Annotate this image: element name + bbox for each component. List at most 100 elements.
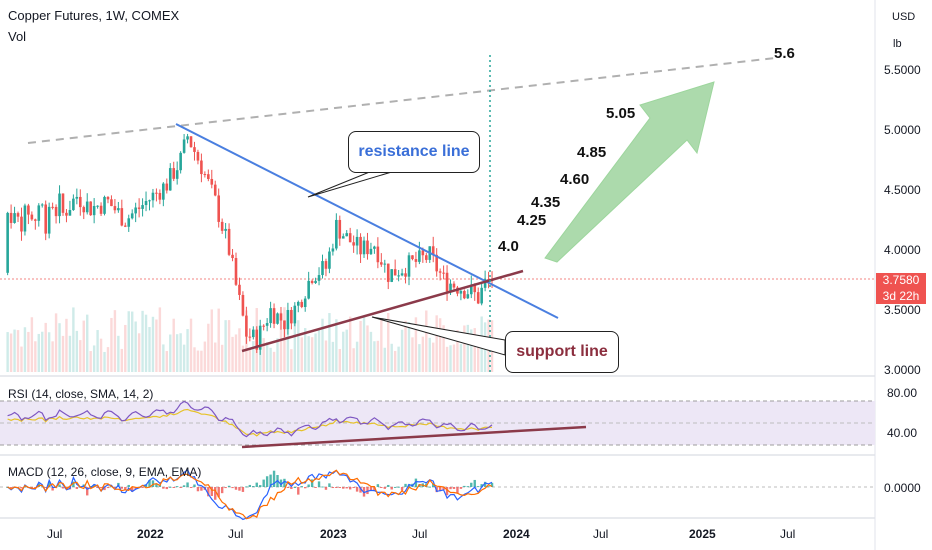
volume-bar	[30, 317, 34, 372]
volume-bar	[400, 329, 404, 372]
macd-histogram-bar	[134, 487, 137, 489]
volume-bar	[96, 330, 99, 372]
support-line	[241, 269, 524, 353]
candle-body	[290, 309, 293, 324]
volume-bar	[241, 345, 245, 372]
macd-histogram-bar	[397, 486, 400, 488]
volume-bar	[414, 317, 418, 372]
time-axis-tick: Jul	[780, 527, 796, 541]
candle-body	[449, 283, 452, 292]
macd-histogram-bar	[477, 486, 480, 488]
macd-histogram-bar	[459, 487, 463, 489]
macd-histogram-bar	[207, 487, 210, 497]
volume-label: Vol	[8, 29, 27, 44]
macd-histogram-bar	[342, 487, 345, 489]
candle-body	[168, 168, 172, 191]
macd-histogram-bar	[127, 484, 130, 487]
candle-body	[213, 184, 217, 196]
volume-bar	[189, 318, 193, 372]
rsi-axis-tick: 40.00	[887, 426, 918, 440]
candle-body	[96, 205, 99, 207]
candle-body	[30, 214, 34, 220]
volume-bar	[214, 342, 217, 372]
macd-histogram-bar	[75, 487, 79, 489]
volume-bar	[452, 344, 456, 372]
candle-body	[348, 233, 352, 243]
macd-histogram-bar	[293, 486, 297, 488]
volume-bar	[411, 337, 414, 372]
candle-body	[483, 278, 487, 288]
volume-bar	[103, 351, 106, 372]
macd-histogram-bar	[324, 487, 328, 490]
candle-body	[23, 205, 27, 232]
macd-histogram-bar	[390, 487, 393, 490]
volume-bar	[459, 344, 463, 372]
candle-body	[380, 262, 383, 265]
rsi-axis-tick: 80.00	[887, 386, 918, 400]
macd-histogram-bar	[328, 483, 331, 487]
candle-body	[130, 213, 134, 219]
volume-bar	[466, 324, 470, 372]
target-4-25: 4.25	[517, 212, 547, 229]
candle-body	[141, 205, 144, 209]
macd-histogram-bar	[338, 487, 341, 488]
candle-body	[203, 174, 207, 176]
macd-histogram-bar	[438, 487, 442, 492]
macd-histogram-bar	[86, 487, 89, 496]
volume-bar	[383, 347, 386, 372]
macd-histogram-bar	[487, 486, 490, 488]
candle-body	[265, 323, 269, 326]
candle-body	[393, 269, 397, 276]
macd-histogram-bar	[286, 487, 290, 488]
volume-bar	[141, 310, 144, 372]
candle-body	[200, 160, 203, 175]
volume-bar	[286, 310, 290, 372]
resistance-line	[175, 123, 559, 319]
candle-body	[411, 255, 414, 260]
candle-body	[303, 298, 307, 308]
volume-bar	[89, 351, 92, 372]
time-axis-tick: 2024	[503, 527, 530, 541]
unit-button[interactable]: lb	[893, 38, 902, 50]
macd-histogram-bar	[96, 487, 99, 488]
macd-histogram-bar	[58, 484, 61, 487]
volume-bar	[331, 341, 335, 372]
last-price-tag: 3.7580	[876, 273, 926, 288]
macd-histogram-bar	[44, 487, 47, 488]
candle-body	[123, 225, 127, 227]
macd-signal-line	[7, 469, 493, 520]
volume-bar	[463, 325, 466, 372]
volume-bar	[155, 319, 158, 372]
macd-histogram-bar	[9, 487, 13, 488]
macd-histogram-bar	[366, 487, 369, 495]
volume-bar	[82, 320, 85, 372]
macd-histogram-bar	[310, 479, 314, 487]
time-axis-tick: 2023	[320, 527, 347, 541]
currency-button[interactable]: USD	[892, 11, 916, 23]
candle-body	[186, 136, 189, 140]
volume-bar	[162, 344, 165, 372]
macd-histogram-bar	[304, 487, 307, 489]
candle-body	[359, 236, 362, 255]
macd-histogram-bar	[113, 487, 117, 488]
macd-histogram-bar	[449, 487, 452, 490]
macd-histogram-bar	[106, 487, 110, 489]
rsi-line	[7, 400, 493, 438]
volume-bar	[16, 330, 20, 372]
volume-bar	[248, 348, 252, 372]
macd-histogram-bar	[480, 484, 483, 487]
candle-body	[89, 201, 92, 216]
price-axis-tick: 5.0000	[884, 123, 921, 137]
macd-histogram-bar	[259, 485, 262, 487]
candle-body	[85, 201, 89, 213]
time-axis-tick: Jul	[228, 527, 244, 541]
volume-bar	[366, 325, 369, 372]
macd-histogram-bar	[290, 487, 293, 490]
macd-histogram-bar	[335, 487, 338, 488]
candle-body	[463, 290, 466, 299]
candle-body	[328, 251, 331, 269]
candle-body	[414, 259, 418, 262]
macd-histogram-bar	[265, 476, 269, 487]
candle-body	[262, 325, 265, 327]
